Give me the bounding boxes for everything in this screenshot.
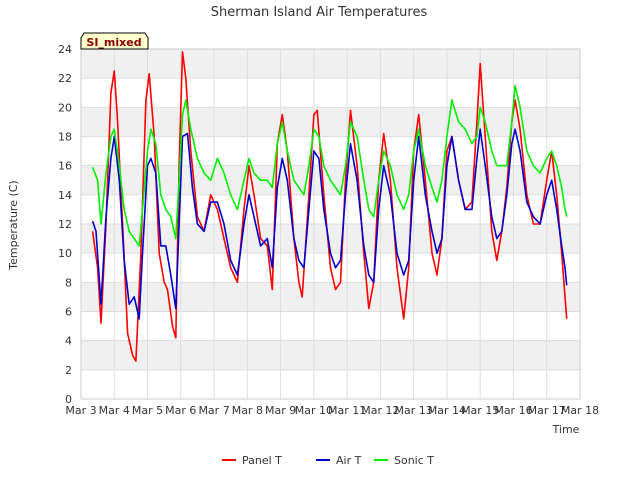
y-tick-label: 12	[58, 218, 72, 231]
x-tick-label: Mar 9	[265, 404, 296, 417]
series-layer	[91, 51, 568, 362]
y-tick-label: 24	[58, 43, 72, 56]
x-tick-label: Mar 15	[461, 404, 499, 417]
y-tick-label: 22	[58, 72, 72, 85]
x-tick-label: Mar 17	[528, 404, 566, 417]
x-tick-label: Mar 10	[295, 404, 333, 417]
y-tick-label: 10	[58, 247, 72, 260]
x-tick-label: Mar 11	[328, 404, 366, 417]
y-tick-label: 0	[65, 393, 72, 406]
y-tick-label: 20	[58, 101, 72, 114]
background-band	[81, 49, 580, 79]
y-tick-label: 14	[58, 189, 72, 202]
plot-background-bands	[81, 49, 580, 370]
x-tick-label: Mar 7	[198, 404, 229, 417]
x-axis-label: Time	[552, 423, 580, 436]
background-band	[81, 340, 580, 370]
x-tick-label: Mar 14	[428, 404, 466, 417]
x-tick-label: Mar 12	[361, 404, 399, 417]
chart-title: Sherman Island Air Temperatures	[211, 5, 428, 20]
y-axis-label: Temperature (C)	[7, 180, 20, 270]
badge: SI_mixed	[80, 32, 149, 50]
y-tick-label: 4	[65, 335, 72, 348]
x-tick-label: Mar 8	[232, 404, 263, 417]
series-line-air-t	[91, 128, 568, 320]
series-line-sonic-t	[91, 84, 568, 247]
y-tick-label: 8	[65, 276, 72, 289]
series-line-panel-t	[91, 51, 568, 362]
y-tick-label: 18	[58, 131, 72, 144]
background-band	[81, 282, 580, 312]
badge-box	[80, 32, 149, 50]
y-tick-label: 2	[65, 364, 72, 377]
background-band	[81, 107, 580, 137]
y-tick-label: 6	[65, 306, 72, 319]
y-tick-label: 16	[58, 160, 72, 173]
x-tick-label: Mar 18	[561, 404, 599, 417]
badge-label: SI_mixed	[86, 36, 141, 49]
x-tick-label: Mar 3	[65, 404, 96, 417]
x-tick-label: Mar 4	[99, 404, 130, 417]
x-tick-label: Mar 6	[165, 404, 196, 417]
x-tick-label: Mar 5	[132, 404, 163, 417]
legend-label-air-t: Air T	[336, 454, 362, 467]
legend-label-panel-t: Panel T	[242, 454, 282, 467]
x-tick-label: Mar 13	[395, 404, 433, 417]
plot-frame	[80, 48, 581, 400]
legend: Panel T Air T Sonic T	[222, 454, 434, 467]
legend-label-sonic-t: Sonic T	[394, 454, 434, 467]
x-tick-label: Mar 16	[494, 404, 532, 417]
